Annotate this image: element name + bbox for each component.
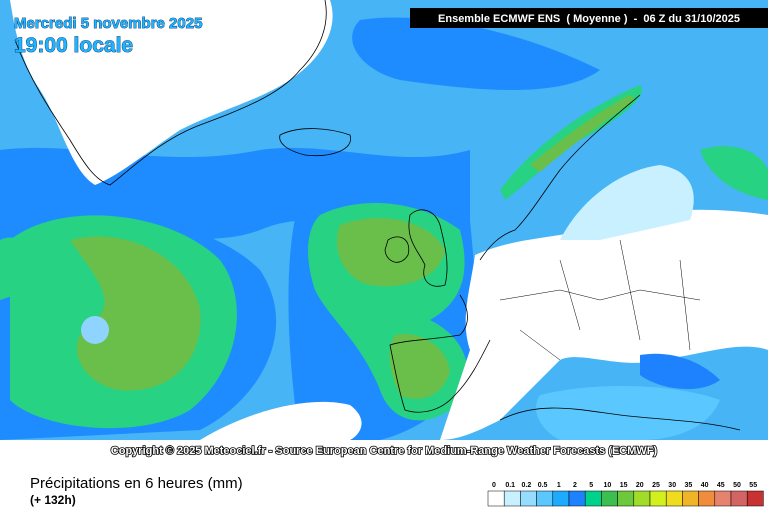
- scale-swatch: [617, 490, 635, 507]
- coastline: [14, 0, 327, 186]
- country-borders: [499, 239, 701, 361]
- greenland: [10, 0, 333, 185]
- scale-label: 0.2: [522, 482, 532, 489]
- precip-moderate: [530, 95, 635, 172]
- color-scale: 0 0.1 0.2 0.5 1 2 5 10 15 20 25 30 35 40 45 50 55: [487, 482, 764, 507]
- date-label: Mercredi 5 novembre 2025: [14, 15, 202, 32]
- scale-label: 0.1: [505, 482, 515, 489]
- scale-swatch: [665, 490, 683, 507]
- model-box: [410, 8, 768, 28]
- scale-swatch: [682, 490, 699, 507]
- scale-label: 35: [685, 482, 693, 489]
- scale-label: 2: [573, 482, 577, 489]
- precip-green: [700, 146, 768, 200]
- scale-swatch: [649, 490, 667, 507]
- scale-label: 40: [701, 482, 709, 489]
- scale-swatch: [552, 490, 570, 507]
- scale-label: 5: [589, 482, 593, 489]
- scale-swatch: [746, 490, 764, 507]
- precip-band: [352, 17, 600, 90]
- precip-light: [81, 316, 109, 344]
- precip-moderate: [336, 218, 445, 287]
- precip-band: [640, 353, 720, 390]
- precip-moderate: [389, 334, 450, 399]
- product-title: Précipitations en 6 heures (mm): [30, 475, 243, 492]
- map: [0, 0, 768, 440]
- precip-moderate: [70, 236, 201, 391]
- scale-label: 20: [636, 482, 644, 489]
- coastline: [279, 128, 351, 156]
- coastline: [408, 209, 448, 287]
- scale-swatch: [520, 490, 537, 507]
- scale-swatch: [730, 490, 748, 507]
- scale-label: 50: [733, 482, 741, 489]
- scale-swatch: [487, 490, 505, 507]
- scale-swatch: [714, 490, 732, 507]
- scale-swatch: [536, 490, 554, 507]
- scale-swatch: [568, 490, 586, 507]
- scale-label: 45: [717, 482, 725, 489]
- model-label: Ensemble ECMWF ENS ( Moyenne ) - 06 Z du…: [438, 13, 740, 25]
- continent-dry: [440, 209, 768, 440]
- time-label: 19:00 locale: [14, 34, 133, 57]
- scale-label: 15: [620, 482, 628, 489]
- scale-label: 1: [557, 482, 561, 489]
- scale-swatch: [503, 490, 521, 507]
- scale-label: 10: [604, 482, 612, 489]
- scale-swatch: [601, 490, 618, 507]
- coastline: [389, 94, 641, 413]
- scale-label: 0.5: [538, 482, 548, 489]
- scale-swatch: [633, 490, 651, 507]
- lead-time: (+ 132h): [30, 493, 76, 507]
- coastline: [499, 407, 741, 431]
- scale-label: 0: [492, 482, 496, 489]
- scale-swatch: [584, 490, 602, 507]
- scale-swatch: [698, 490, 716, 507]
- precip-green: [0, 237, 33, 300]
- scale-label: 30: [668, 482, 676, 489]
- coastline: [384, 236, 410, 263]
- scale-label: 25: [652, 482, 660, 489]
- copyright: Copyright © 2025 Meteociel.fr - Source E…: [111, 445, 658, 457]
- scale-label: 55: [749, 482, 757, 489]
- precip-light: [560, 165, 694, 240]
- dry-area: [200, 401, 362, 440]
- precip-light: [536, 385, 720, 440]
